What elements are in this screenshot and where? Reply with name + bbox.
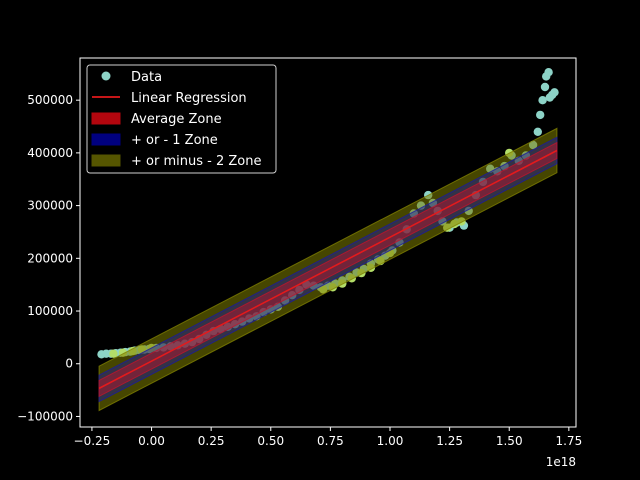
y-tick-label: 100000 <box>27 304 73 318</box>
data-point <box>540 82 550 92</box>
legend-entry: Average Zone <box>91 112 222 127</box>
legend-entry: + or minus - 2 Zone <box>91 154 261 169</box>
data-point <box>533 127 542 136</box>
plot-area <box>97 68 559 412</box>
x-tick-label: 1.25 <box>436 434 463 448</box>
legend-box <box>86 64 277 174</box>
y-tick-label: 0 <box>65 357 73 371</box>
regression-line <box>98 149 558 390</box>
legend-entry: Data <box>101 70 162 85</box>
x-tick-label: 0.75 <box>317 434 344 448</box>
y-tick-label: −100000 <box>17 409 73 423</box>
x-tick-label: −0.25 <box>74 434 111 448</box>
x-tick-label: 1.00 <box>377 434 404 448</box>
x-axis-offset-label: 1e18 <box>546 455 576 469</box>
legend-swatch <box>91 154 121 167</box>
data-point <box>538 96 547 105</box>
x-tick-label: 0.00 <box>138 434 165 448</box>
axes: −0.25 0.00 0.25 0.50 0.75 1.00 1.25 1.50 1.75 −10… <box>17 57 582 448</box>
legend-label: + or - 1 Zone <box>131 133 218 148</box>
x-tick-label: 0.25 <box>198 434 225 448</box>
legend-label: Average Zone <box>131 112 222 127</box>
legend-swatch <box>91 112 121 125</box>
legend-entry: Linear Regression <box>92 91 247 106</box>
axes-frame <box>79 57 577 428</box>
y-tick-label: 200000 <box>27 251 73 265</box>
legend-label: Linear Regression <box>131 91 247 106</box>
x-tick-label: 0.50 <box>257 434 284 448</box>
legend-marker <box>101 71 111 81</box>
data-point <box>109 349 118 358</box>
x-tick-label: 1.50 <box>496 434 523 448</box>
y-tick-label: 500000 <box>27 93 73 107</box>
data-point <box>536 110 545 120</box>
y-tick-label: 400000 <box>27 146 73 160</box>
legend-swatch <box>91 133 121 146</box>
x-tick-label: 1.75 <box>555 434 582 448</box>
legend-entry: + or - 1 Zone <box>91 133 218 148</box>
legend-label: + or minus - 2 Zone <box>131 154 261 169</box>
legend: Data Linear Regression Average Zone + or - … <box>86 64 277 174</box>
y-tick-label: 300000 <box>27 199 73 213</box>
data-point <box>550 88 559 97</box>
data-point <box>544 68 553 77</box>
legend-label: Data <box>131 70 162 85</box>
